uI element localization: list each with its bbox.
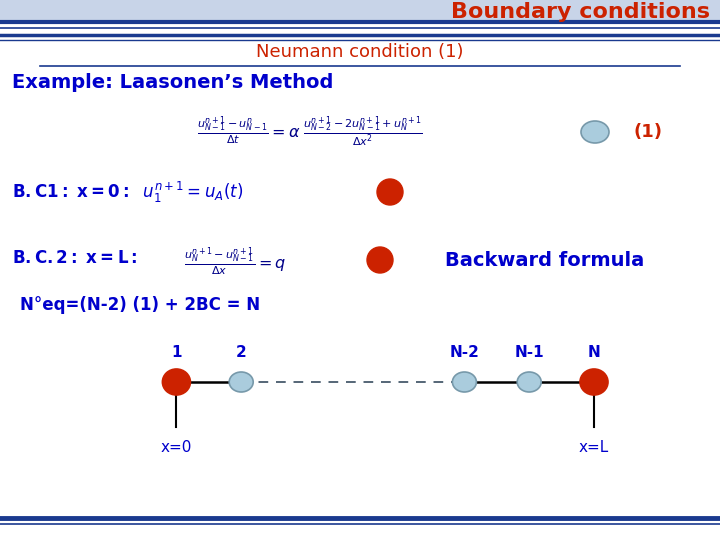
- Text: $\mathbf{B.C.2:}$ $\mathbf{x{=}L:}$: $\mathbf{B.C.2:}$ $\mathbf{x{=}L:}$: [12, 249, 138, 267]
- Text: (1): (1): [634, 123, 662, 141]
- Text: 2: 2: [236, 345, 246, 360]
- Text: $\frac{u_{N-1}^{n+1} - u_{N-1}^{n}}{\Delta t} = \alpha\;\frac{u_{N-2}^{n+1} - 2u: $\frac{u_{N-1}^{n+1} - u_{N-1}^{n}}{\Del…: [197, 114, 423, 150]
- Text: 1: 1: [171, 345, 181, 360]
- Text: Boundary conditions: Boundary conditions: [451, 2, 710, 22]
- Text: x=L: x=L: [579, 440, 609, 455]
- Text: x=0: x=0: [161, 440, 192, 455]
- Text: N-1: N-1: [514, 345, 544, 360]
- Ellipse shape: [581, 121, 609, 143]
- Text: Neumann condition (1): Neumann condition (1): [256, 43, 464, 61]
- Ellipse shape: [229, 372, 253, 392]
- Text: $\mathbf{B.C1:}$ $\mathbf{x{=}0:}$  $u_1^{n+1}{=}u_A(t)$: $\mathbf{B.C1:}$ $\mathbf{x{=}0:}$ $u_1^…: [12, 179, 243, 205]
- Text: N-2: N-2: [449, 345, 480, 360]
- Ellipse shape: [517, 372, 541, 392]
- Text: N°eq=(N-2) (1) + 2BC = N: N°eq=(N-2) (1) + 2BC = N: [20, 296, 260, 314]
- Text: $\frac{u_N^{n+1} - u_{N-1}^{n+1}}{\Delta x} = q$: $\frac{u_N^{n+1} - u_{N-1}^{n+1}}{\Delta…: [184, 246, 286, 279]
- Ellipse shape: [163, 369, 190, 395]
- Ellipse shape: [452, 372, 477, 392]
- Ellipse shape: [377, 179, 403, 205]
- Text: Example: Laasonen’s Method: Example: Laasonen’s Method: [12, 72, 333, 91]
- Text: Backward formula: Backward formula: [446, 251, 644, 269]
- Text: N: N: [588, 345, 600, 360]
- Ellipse shape: [367, 247, 393, 273]
- Ellipse shape: [580, 369, 608, 395]
